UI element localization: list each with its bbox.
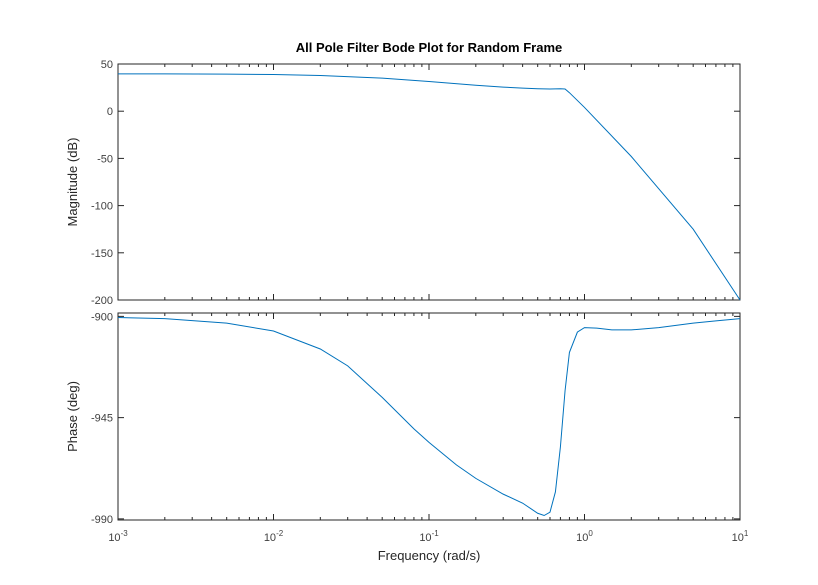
x-tick-label: 10-3 bbox=[108, 529, 128, 544]
x-tick-label: 101 bbox=[732, 529, 749, 544]
y-tick-label: -990 bbox=[91, 514, 113, 526]
y-tick-label: 50 bbox=[101, 59, 113, 71]
magnitude-axes-box bbox=[117, 63, 741, 301]
x-tick-label: 10-1 bbox=[419, 529, 439, 544]
x-tick-label: 100 bbox=[576, 529, 593, 544]
y-tick-label: -900 bbox=[91, 311, 113, 323]
y-tick-label: -50 bbox=[97, 153, 113, 165]
magnitude-series-line bbox=[118, 73, 741, 301]
magnitude-ticks: 50 0 -50 -100 -150 -200 bbox=[91, 59, 741, 307]
chart-title: All Pole Filter Bode Plot for Random Fra… bbox=[296, 40, 563, 55]
phase-ticks: -900 -945 -990 bbox=[91, 311, 741, 526]
phase-y-axis-label: Phase (deg) bbox=[65, 381, 80, 452]
y-tick-label: -200 bbox=[91, 295, 113, 307]
phase-axes-box bbox=[117, 312, 741, 521]
x-axis-label: Frequency (rad/s) bbox=[378, 548, 481, 563]
magnitude-y-axis-label: Magnitude (dB) bbox=[65, 138, 80, 227]
x-tick-labels: 10-3 10-2 10-1 100 101 bbox=[108, 529, 749, 544]
y-tick-label: 0 bbox=[107, 106, 113, 118]
y-tick-label: -150 bbox=[91, 248, 113, 260]
phase-panel: -900 -945 -990 Phase (deg) bbox=[65, 311, 741, 526]
magnitude-panel: 50 0 -50 -100 -150 -200 Magnitude (dB) bbox=[65, 59, 741, 307]
phase-series-line bbox=[117, 317, 741, 517]
y-tick-label: -945 bbox=[91, 413, 113, 425]
y-tick-label: -100 bbox=[91, 201, 113, 213]
x-tick-label: 10-2 bbox=[264, 529, 284, 544]
